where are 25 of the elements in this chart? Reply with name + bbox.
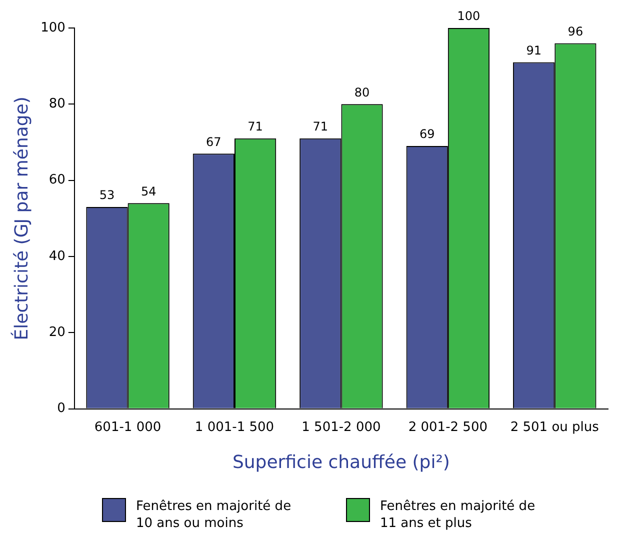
legend-label: Fenêtres en majorité de 10 ans ou moins: [136, 498, 292, 532]
x-axis-title: Superficie chauffée (pi²): [232, 452, 450, 473]
y-tick-label: 100: [40, 20, 66, 36]
y-axis-title: Électricité (GJ par ménage): [10, 96, 32, 340]
data-label: 69: [419, 127, 435, 142]
data-label: 67: [206, 134, 222, 149]
y-tick-label: 0: [57, 401, 66, 416]
y-tick-label: 20: [48, 325, 66, 340]
data-label: 71: [312, 120, 328, 134]
x-tick-label: 2 001-2 500: [408, 420, 488, 435]
x-tick-label: 601-1 000: [94, 420, 162, 435]
x-tick-label: 2 501 ou plus: [510, 420, 600, 435]
y-tick-label: 80: [48, 96, 66, 112]
data-label: 100: [457, 9, 480, 24]
y-tick-label: 60: [48, 172, 66, 188]
data-label: 96: [568, 24, 584, 38]
x-tick-label: 1 001-1 500: [194, 420, 274, 435]
y-tick-label: 40: [48, 248, 66, 264]
x-tick-label: 1 501-2 000: [302, 420, 381, 435]
data-label: 54: [140, 184, 156, 198]
data-label: 71: [248, 120, 263, 134]
data-label: 53: [99, 188, 115, 202]
legend-label: Fenêtres en majorité de 11 ans et plus: [380, 498, 536, 532]
data-label: 80: [354, 85, 370, 100]
data-label: 91: [526, 43, 542, 58]
